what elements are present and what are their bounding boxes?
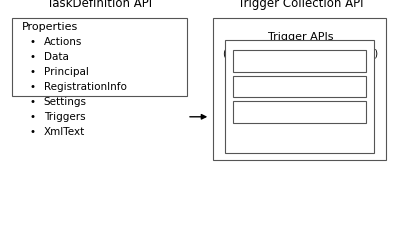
Text: Actions: Actions [44,37,82,47]
Text: •: • [30,127,36,137]
Text: •: • [30,37,36,47]
Text: •: • [30,67,36,77]
Text: Data: Data [44,52,69,62]
Text: •: • [30,112,36,122]
Bar [233,50,366,72]
Text: DailyTrigger API: DailyTrigger API [258,107,341,117]
Text: RegistrationInfo: RegistrationInfo [44,82,127,92]
Text: Principal: Principal [44,67,89,77]
Text: BootTrigger API: BootTrigger API [259,56,339,66]
Bar [225,40,374,153]
Bar [213,18,386,160]
Bar [233,76,366,97]
Text: TaskDefinition API: TaskDefinition API [47,0,152,10]
Text: XmlText: XmlText [44,127,85,137]
Text: •: • [30,82,36,92]
Bar [12,18,187,96]
Text: (cast as trigger type interfaces): (cast as trigger type interfaces) [223,49,378,59]
Text: Trigger APIs: Trigger APIs [268,32,333,42]
Text: •: • [30,97,36,107]
Bar [233,101,366,123]
Text: Settings: Settings [44,97,87,107]
Text: Triggers: Triggers [44,112,86,122]
Text: Properties: Properties [22,22,78,33]
Text: Trigger Collection API: Trigger Collection API [238,0,363,10]
Text: •: • [30,52,36,62]
Text: LogonTrigger API: LogonTrigger API [256,82,343,91]
